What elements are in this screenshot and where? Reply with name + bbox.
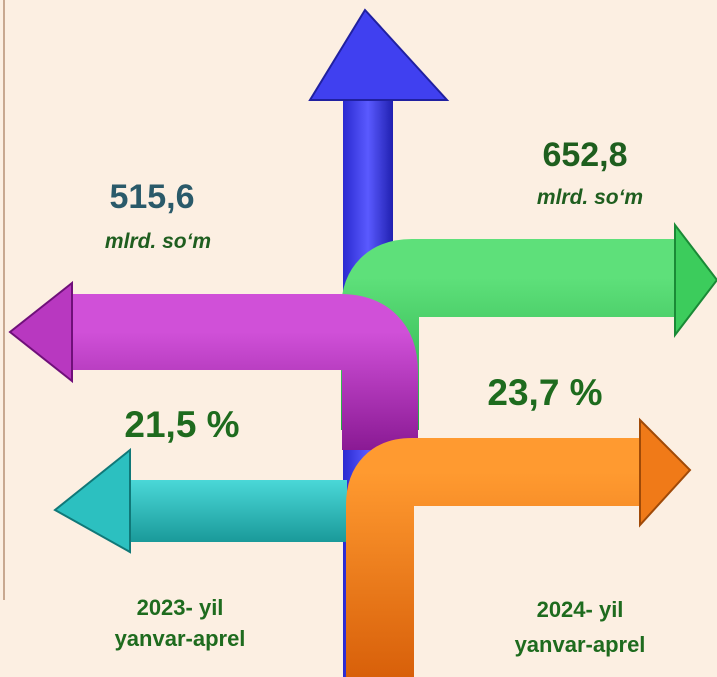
- left-period: yanvar-aprel: [115, 626, 246, 651]
- left-period: 2023- yil: [137, 595, 224, 620]
- right-period: 2024- yil: [537, 597, 624, 622]
- left-unit: mlrd. so‘m: [105, 230, 211, 253]
- left-percent: 21,5 %: [124, 404, 239, 445]
- right-percent: 23,7 %: [487, 372, 602, 413]
- arrow-orange: [346, 417, 692, 677]
- right-amount: 652,8: [542, 136, 627, 174]
- arrow-teal: [53, 447, 347, 554]
- right-period: yanvar-aprel: [515, 632, 646, 657]
- arrow-magenta: [8, 280, 418, 450]
- left-amount: 515,6: [109, 178, 194, 216]
- right-unit: mlrd. so‘m: [537, 186, 643, 209]
